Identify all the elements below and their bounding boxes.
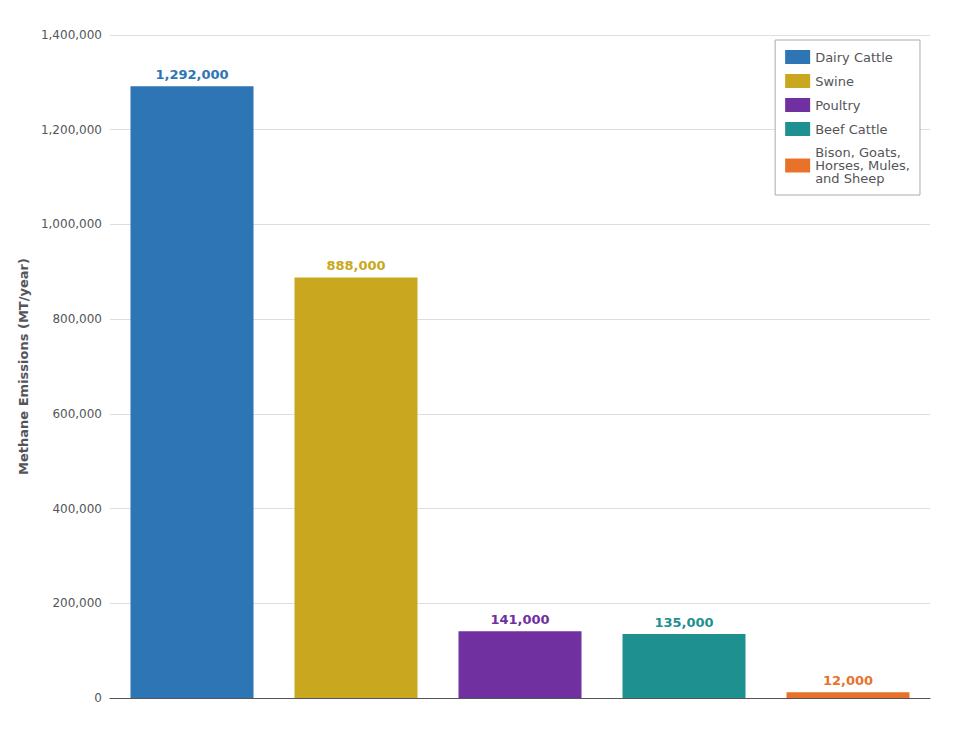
svg-text:135,000: 135,000 (654, 615, 713, 630)
svg-text:1,400,000: 1,400,000 (41, 28, 102, 42)
svg-text:1,292,000: 1,292,000 (155, 67, 228, 82)
svg-text:1,000,000: 1,000,000 (41, 217, 102, 231)
svg-text:Bison, Goats,: Bison, Goats, (815, 145, 901, 160)
svg-text:Poultry: Poultry (815, 98, 861, 113)
svg-text:Horses, Mules,: Horses, Mules, (815, 158, 910, 173)
svg-text:Dairy Cattle: Dairy Cattle (815, 50, 893, 65)
svg-text:400,000: 400,000 (52, 502, 102, 516)
svg-text:Methane Emissions (MT/year): Methane Emissions (MT/year) (16, 258, 31, 475)
svg-text:800,000: 800,000 (52, 312, 102, 326)
svg-text:0: 0 (94, 691, 102, 705)
svg-text:Swine: Swine (815, 74, 854, 89)
svg-text:12,000: 12,000 (823, 673, 873, 688)
svg-text:1,200,000: 1,200,000 (41, 123, 102, 137)
svg-text:Beef Cattle: Beef Cattle (815, 122, 887, 137)
svg-text:141,000: 141,000 (490, 612, 549, 627)
svg-text:200,000: 200,000 (52, 596, 102, 610)
svg-text:and Sheep: and Sheep (815, 171, 884, 186)
svg-text:888,000: 888,000 (326, 258, 385, 273)
svg-text:600,000: 600,000 (52, 407, 102, 421)
